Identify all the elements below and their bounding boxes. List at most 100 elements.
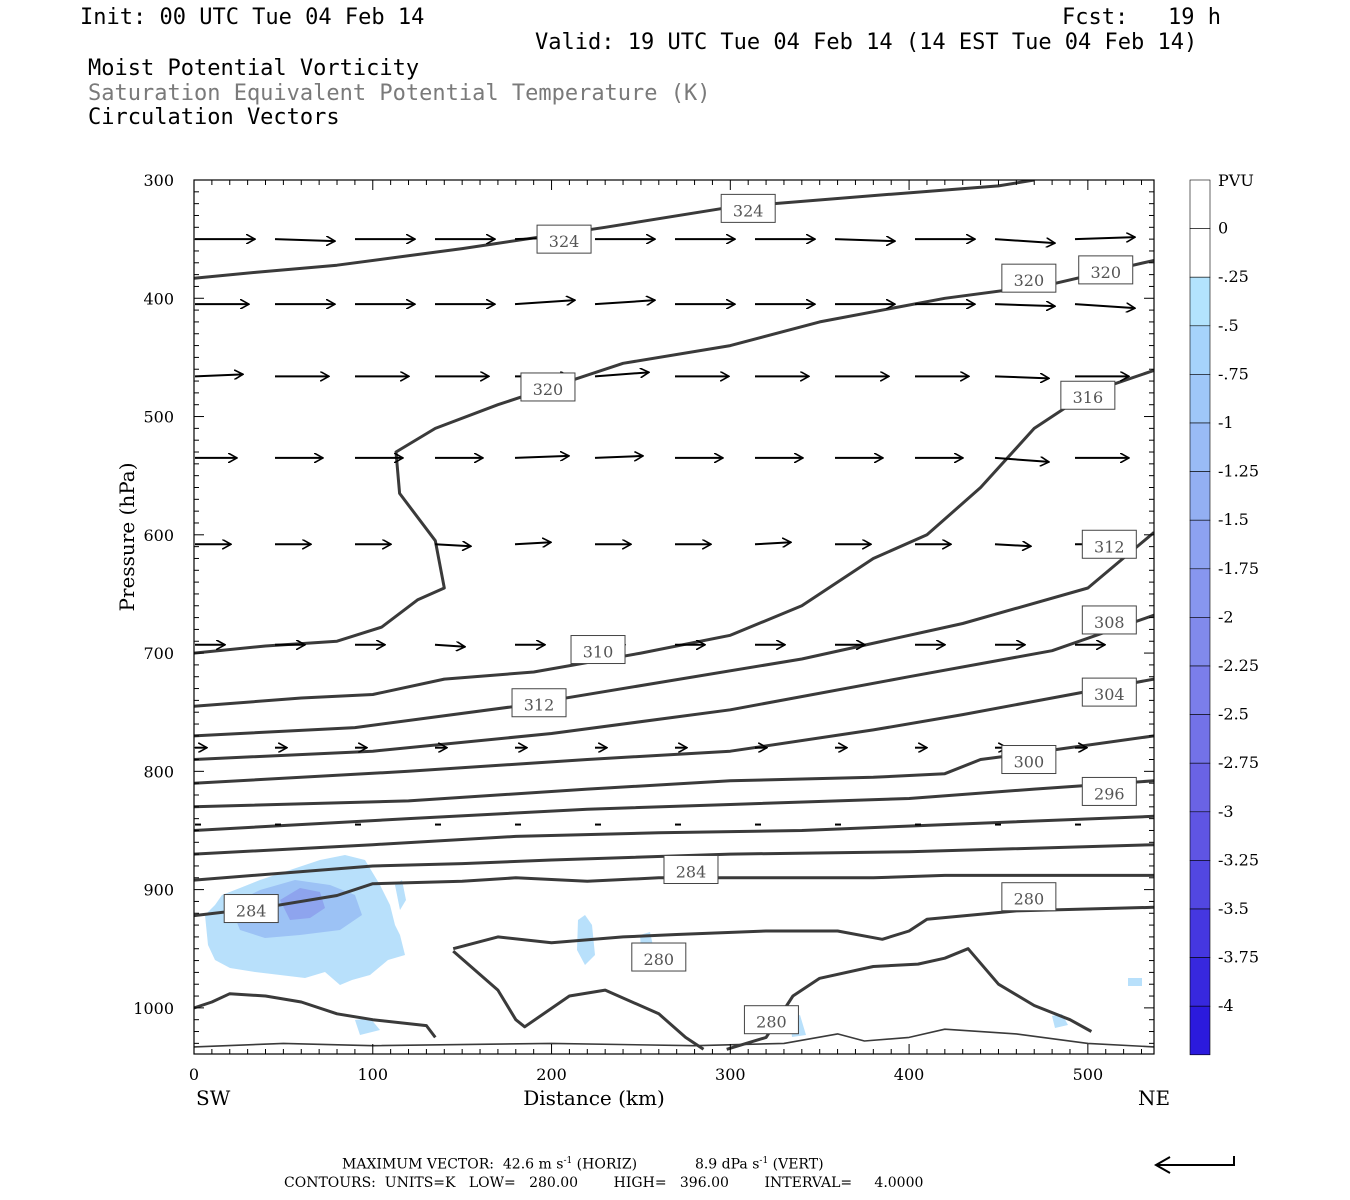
contour-label-box [1001, 882, 1057, 912]
x-axis-title: Distance (km) [523, 1086, 665, 1110]
contour-label-box [223, 894, 279, 924]
colorbar-swatch [1189, 276, 1211, 327]
colorbar-level-label: -1.25 [1218, 462, 1259, 481]
colorbar-swatch [1189, 665, 1211, 715]
colorbar-swatch [1189, 374, 1211, 424]
theta-contour-304-5 [194, 677, 1154, 785]
max-vector-line: MAXIMUM VECTOR: 42.6 m s-1 (HORIZ) 8.9 d… [342, 1156, 824, 1173]
contour-label-box [520, 372, 576, 402]
circulation-vector [754, 542, 791, 544]
title-line-2: Saturation Equivalent Potential Temperat… [88, 81, 711, 106]
x-tick-label: 400 [894, 1065, 925, 1084]
colorbar-level-label: -3 [1218, 802, 1234, 821]
max-vector-label: MAXIMUM VECTOR: [342, 1156, 494, 1173]
pv-shade-region-6 [355, 1018, 380, 1035]
colorbar-level-label: -.5 [1218, 316, 1239, 335]
colorbar-level-label: -1.75 [1218, 559, 1259, 578]
pv-shade-region-2 [280, 888, 325, 920]
contour-label-box [1001, 263, 1057, 293]
contour-label-box [1078, 255, 1134, 285]
circulation-vector [1074, 304, 1135, 308]
x-left-label: SW [196, 1086, 231, 1110]
contour-label: 300 [1014, 753, 1045, 772]
circulation-vector [994, 376, 1049, 378]
y-tick-label: 1000 [133, 999, 174, 1018]
valid-time: Valid: 19 UTC Tue 04 Feb 14 (14 EST Tue … [535, 30, 1198, 55]
contour-label-box [1081, 776, 1137, 806]
contour-label-box [1001, 745, 1057, 775]
colorbar-swatch [1189, 568, 1211, 618]
circulation-vector [514, 542, 551, 544]
plot-frame [193, 179, 1155, 1055]
colorbar-level-label: -3.75 [1218, 948, 1259, 967]
colorbar-swatch [1189, 519, 1211, 570]
contour-label: 310 [583, 643, 614, 662]
x-tick-label: 500 [1073, 1065, 1104, 1084]
colorbar-swatch [1189, 762, 1211, 813]
theta-contour-280-12 [452, 949, 705, 1051]
colorbar-level-label: -2.5 [1218, 705, 1249, 724]
contour-label: 280 [1014, 890, 1045, 909]
contour-label: 324 [733, 201, 764, 220]
title-line-3: Circulation Vectors [88, 105, 340, 130]
contour-label: 312 [524, 696, 555, 715]
y-tick-label: 900 [143, 881, 174, 900]
colorbar-swatch [1189, 811, 1211, 861]
forecast-hour: Fcst: 19 h [1062, 5, 1221, 30]
x-tick-label: 300 [715, 1065, 746, 1084]
contour-label-box [631, 942, 687, 972]
circulation-vector [994, 458, 1049, 462]
colorbar-swatch [1189, 617, 1211, 667]
title-line-1: Moist Potential Vorticity [88, 56, 420, 81]
init-time: Init: 00 UTC Tue 04 Feb 14 [80, 5, 425, 30]
vert-tag: (VERT) [772, 1156, 824, 1173]
contour-label: 296 [1094, 784, 1125, 803]
circulation-vector [514, 300, 575, 304]
contour-label-box [720, 193, 776, 223]
pv-shade-region-8 [1128, 978, 1142, 986]
theta-contour-280-13 [726, 947, 1093, 1051]
colorbar-level-label: -4 [1218, 996, 1234, 1015]
circulation-vector [594, 300, 655, 304]
contour-label-box [1081, 677, 1137, 707]
circulation-vector [594, 372, 649, 376]
vert-exp: -1 [759, 1156, 769, 1166]
colorbar-level-label: -1.5 [1218, 510, 1249, 529]
horiz-exp: -1 [563, 1156, 573, 1166]
colorbar-level-label: -1 [1218, 413, 1234, 432]
colorbar-swatch [1189, 228, 1211, 278]
theta-contour-292-8 [194, 814, 1154, 856]
circulation-vector [594, 456, 643, 458]
colorbar-swatch [1189, 957, 1211, 1007]
contour-label-box [1060, 380, 1116, 410]
colorbar-level-label: 0 [1218, 219, 1228, 238]
pv-shade-region-5 [395, 880, 406, 910]
theta-contour-280-11 [452, 905, 1154, 951]
contour-label: 284 [676, 863, 707, 882]
pv-shade-region-9 [1052, 1014, 1068, 1028]
reference-vector-arrow [1153, 1156, 1235, 1174]
contour-label: 324 [549, 232, 580, 251]
y-tick-label: 800 [143, 762, 174, 781]
colorbar-swatch [1189, 422, 1211, 472]
contour-label-box [536, 224, 592, 254]
colorbar-swatch [1189, 1005, 1211, 1056]
colorbar-level-label: -2.75 [1218, 753, 1259, 772]
colorbar-level-label: -2 [1218, 607, 1234, 626]
circulation-vector [434, 544, 471, 546]
colorbar-swatch [1189, 714, 1211, 764]
contours-info: CONTOURS: UNITS=K LOW= 280.00 HIGH= 396.… [284, 1175, 924, 1191]
contour-label: 280 [756, 1013, 787, 1032]
circulation-vector [834, 239, 895, 241]
circulation-vector [434, 645, 465, 647]
contour-label: 316 [1073, 388, 1104, 407]
contour-label-box [511, 688, 567, 718]
x-tick-label: 0 [189, 1065, 199, 1084]
y-tick-label: 600 [143, 526, 174, 545]
theta-contour-324-0 [194, 180, 1035, 280]
contour-label-box [743, 1005, 799, 1035]
circulation-vector [994, 544, 1031, 546]
y-tick-label: 500 [143, 408, 174, 427]
theta-contour-296-7 [194, 779, 1154, 832]
